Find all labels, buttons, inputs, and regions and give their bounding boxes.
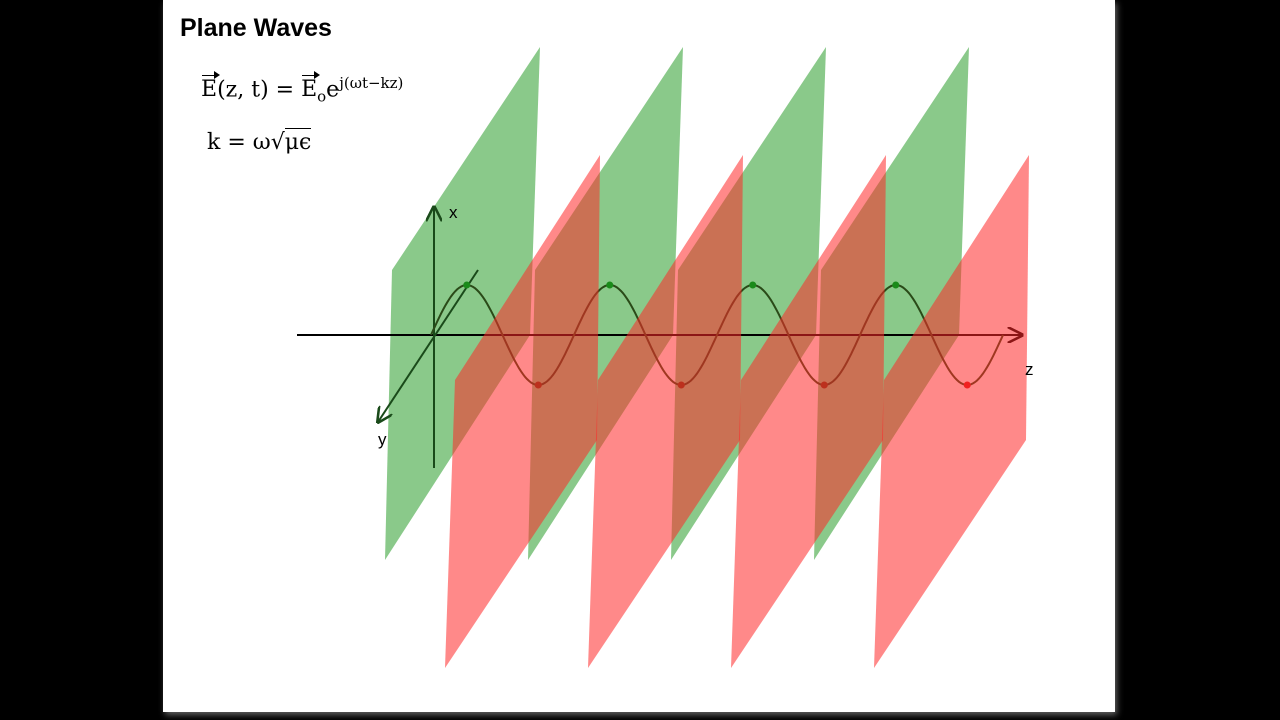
red-planes — [445, 155, 1029, 668]
eq-text: k = ω — [207, 130, 271, 155]
x-axis-label: x — [449, 203, 458, 222]
green-plane — [385, 47, 540, 560]
equation-field: E(z, t) = Eoej(ωt−kz) — [201, 71, 404, 106]
eq-text: (z, t) = — [217, 77, 302, 103]
peak-point — [892, 281, 900, 289]
red-plane — [445, 155, 600, 668]
e-vector: E — [301, 71, 321, 103]
equation-k: k = ω√μϵ — [207, 128, 312, 155]
radicand: μϵ — [284, 128, 312, 155]
red-plane — [588, 155, 743, 668]
peak-point — [606, 281, 614, 289]
exponent: j(ωt−kz) — [339, 74, 404, 92]
red-plane — [874, 155, 1029, 668]
peak-point — [463, 281, 471, 289]
y-axis — [378, 269, 479, 422]
z-axis-label: z — [1025, 360, 1034, 379]
y-axis-label: y — [378, 430, 387, 449]
diagram: x y z — [297, 47, 1034, 668]
e-vector: E — [201, 71, 221, 103]
slide-title: Plane Waves — [180, 14, 332, 42]
eq-text: e — [326, 77, 340, 103]
sqrt-sign: √ — [270, 130, 285, 155]
red-plane — [731, 155, 886, 668]
peak-point — [749, 281, 757, 289]
slide: x y z Plane Waves E(z, t) = Eoej(ωt−kz) … — [163, 0, 1115, 712]
subscript: o — [317, 87, 327, 106]
